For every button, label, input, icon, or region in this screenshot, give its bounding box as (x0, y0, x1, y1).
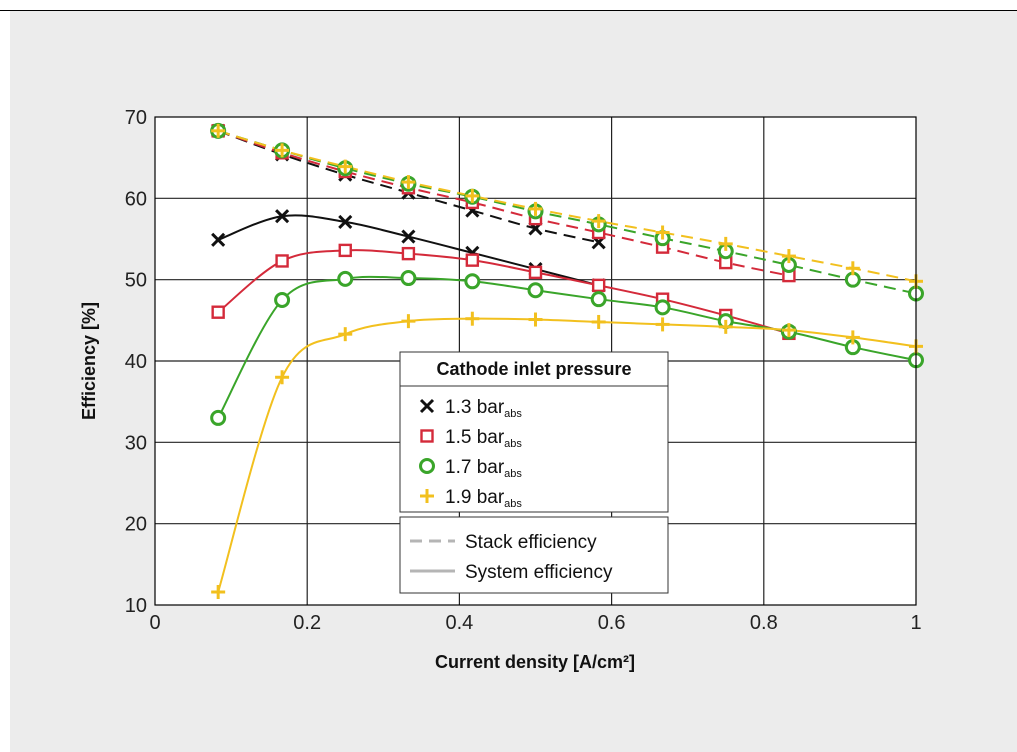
y-tick-label: 10 (125, 595, 147, 617)
y-tick-label: 50 (125, 270, 147, 292)
data-point-plus (401, 314, 416, 329)
data-point-plus (655, 317, 670, 332)
data-point-plus (781, 323, 796, 338)
data-point-circle (210, 409, 227, 426)
tick-labels: 0 0.2 0.4 0.6 0.8 1 10 20 30 40 50 60 70 (125, 107, 922, 634)
legend-pressure-box (399, 385, 669, 513)
data-point-plus (718, 319, 733, 334)
data-point-circle (654, 299, 671, 316)
legend-entry-label: 1.7 barabs (445, 457, 522, 480)
plot-frame (154, 116, 917, 606)
data-point-plus (718, 236, 733, 251)
data-point-plus (465, 311, 480, 326)
data-point-plus (211, 584, 226, 599)
x-tick-label: 0.8 (750, 612, 778, 634)
x-tick-label: 1 (910, 612, 921, 634)
data-point-plus (845, 330, 860, 345)
legend-entry-label: 1.9 barabs (445, 487, 522, 510)
x-tick-label: 0.6 (598, 612, 626, 634)
data-point-plus (401, 175, 416, 190)
series-line-system-3 (217, 249, 790, 335)
data-point-square (211, 305, 225, 319)
legend-entry-label: 1.3 barabs (445, 397, 522, 420)
y-tick-label: 60 (125, 188, 147, 210)
y-axis-label: Efficiency [%] (79, 302, 99, 420)
legend-title: Cathode inlet pressure (436, 359, 631, 379)
data-point-plus (211, 123, 226, 138)
data-point-circle (274, 292, 291, 308)
data-point-circle (590, 291, 607, 308)
x-tick-label: 0.4 (445, 612, 473, 634)
series-line-stack-2 (217, 129, 790, 277)
data-point-x (275, 209, 290, 224)
data-point-plus (338, 327, 353, 342)
legend-marker-circle (419, 458, 435, 474)
x-tick-label: 0 (149, 612, 160, 634)
y-tick-label: 20 (125, 514, 147, 536)
data-point-plus (338, 159, 353, 174)
y-tick-label: 40 (125, 351, 147, 373)
legend-title-box (399, 351, 669, 387)
legend-marker-plus (420, 489, 434, 503)
y-tick-label: 70 (125, 107, 147, 129)
data-point-plus (655, 225, 670, 240)
data-point-plus (591, 214, 606, 229)
legend-line-style-box (399, 516, 669, 594)
x-tick-label: 0.2 (293, 612, 321, 634)
data-point-circle (464, 273, 481, 290)
data-point-circle (337, 270, 354, 287)
data-point-plus (465, 188, 480, 203)
data-point-x (338, 214, 353, 229)
data-point-plus (275, 143, 290, 158)
data-point-square (338, 243, 352, 258)
data-point-plus (591, 314, 606, 329)
data-point-square (528, 265, 543, 280)
data-point-plus (781, 249, 796, 264)
data-point-square (401, 246, 416, 261)
data-point-plus (275, 370, 290, 385)
x-axis-label: Current density [A/cm²] (435, 652, 635, 672)
data-point-circle (400, 270, 417, 287)
legend-marker-square (420, 429, 434, 443)
y-tick-label: 30 (125, 432, 147, 454)
legend-entries: 1.3 barabs 1.5 barabs 1.7 barabs 1.9 barabs (419, 397, 522, 510)
legend-system-efficiency: System efficiency (465, 562, 613, 583)
top-rule (0, 10, 1017, 11)
data-point-x (401, 229, 416, 244)
legend-marker-x (419, 398, 435, 414)
data-point-square (275, 254, 289, 268)
legend: Cathode inlet pressure 1.3 barabs 1.5 bar… (399, 351, 669, 594)
data-point-plus (845, 261, 860, 276)
data-point-circle (527, 282, 544, 299)
data-point-plus (528, 201, 543, 216)
legend-entry-label: 1.5 barabs (445, 427, 522, 450)
data-point-x (211, 232, 226, 247)
data-point-plus (528, 312, 543, 327)
data-point-square (465, 253, 480, 267)
legend-stack-efficiency: Stack efficiency (465, 532, 597, 553)
data-point-square (591, 278, 606, 293)
